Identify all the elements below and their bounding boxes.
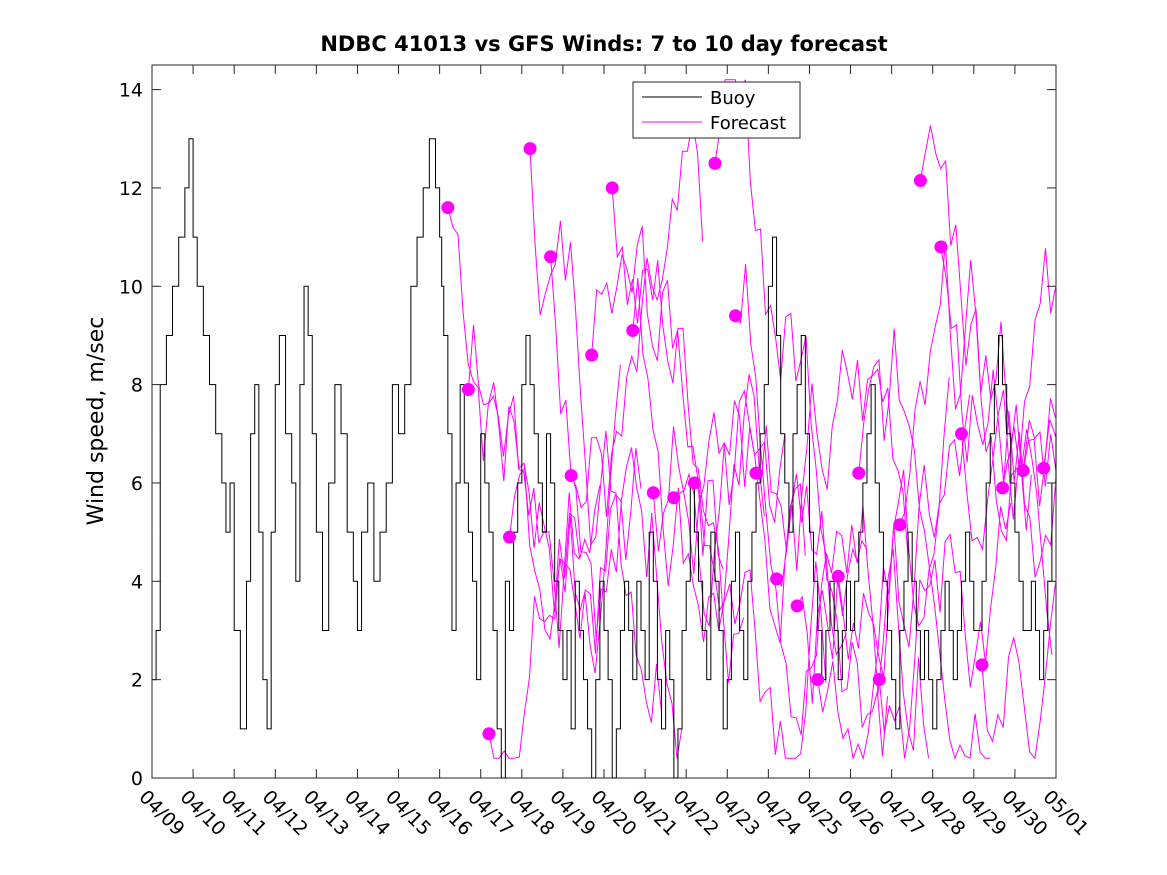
y-tick-label: 8 <box>131 375 143 397</box>
forecast-start-point <box>975 658 989 672</box>
x-tick-label: 04/21 <box>628 786 682 840</box>
forecast-start-markers <box>441 142 1051 741</box>
y-tick-label: 2 <box>131 670 143 692</box>
buoy-series <box>152 138 1057 779</box>
y-tick-label: 14 <box>119 80 143 102</box>
forecast-start-point <box>852 466 866 480</box>
forecast-start-point <box>585 348 599 362</box>
forecast-run-line <box>776 349 909 588</box>
legend-box <box>632 81 801 139</box>
forecast-start-point <box>441 201 455 215</box>
forecast-run-line <box>1022 398 1057 507</box>
legend[interactable]: Buoy Forecast <box>632 81 801 139</box>
x-tick-label: 04/27 <box>874 786 928 840</box>
forecast-start-point <box>687 476 701 490</box>
y-axis: 0 2 4 6 8 10 12 14 <box>119 80 1056 790</box>
forecast-run-line <box>1043 419 1057 469</box>
forecast-run-line <box>488 364 621 759</box>
x-tick-label: 04/16 <box>422 786 476 840</box>
y-tick-label: 0 <box>131 768 143 790</box>
x-tick-label: 04/14 <box>340 786 394 840</box>
forecast-run-line <box>735 264 868 735</box>
plot-frame <box>151 64 1057 779</box>
x-tick-label: 04/11 <box>217 786 271 840</box>
forecast-run-line <box>919 125 1053 655</box>
forecast-start-point <box>605 181 619 195</box>
forecast-start-point <box>461 383 475 397</box>
x-tick-label: 04/18 <box>504 786 558 840</box>
forecast-run-line <box>693 482 827 759</box>
x-tick-label: 04/25 <box>792 786 846 840</box>
forecast-run-line <box>755 425 888 757</box>
forecast-run-line <box>899 241 1032 531</box>
forecast-start-point <box>1016 464 1030 478</box>
forecast-start-point <box>872 673 886 687</box>
x-tick-label: 04/09 <box>134 786 188 840</box>
forecast-start-point <box>708 156 722 170</box>
forecast-run-line <box>632 278 765 643</box>
y-tick-label: 12 <box>119 178 143 200</box>
y-tick-label: 4 <box>131 571 143 593</box>
x-tick-label: 04/12 <box>258 786 312 840</box>
x-tick-label: 04/24 <box>751 786 805 840</box>
forecast-start-point <box>728 309 742 323</box>
x-tick-label: 04/23 <box>710 786 764 840</box>
x-tick-label: 04/29 <box>956 786 1010 840</box>
forecast-run-line <box>611 187 745 683</box>
forecast-run-line <box>467 324 601 613</box>
x-tick-label: 04/10 <box>176 786 230 840</box>
buoy-line <box>152 138 1057 779</box>
forecast-start-point <box>790 599 804 613</box>
forecast-start-point <box>482 727 496 741</box>
forecast-run-line <box>591 226 724 570</box>
plot-area <box>151 64 1057 779</box>
x-tick-label: 04/22 <box>669 786 723 840</box>
forecast-start-point <box>564 469 578 483</box>
forecast-start-point <box>1037 461 1051 475</box>
y-tick-label: 10 <box>119 276 143 298</box>
x-tick-label: 04/28 <box>915 786 969 840</box>
forecast-run-line <box>652 389 786 575</box>
forecast-start-point <box>913 174 927 188</box>
x-tick-label: 05/01 <box>1038 786 1092 840</box>
forecast-start-point <box>811 673 825 687</box>
forecast-start-point <box>996 481 1010 495</box>
forecast-run-line <box>673 400 806 644</box>
forecast-start-point <box>523 142 537 156</box>
x-tick-label: 04/15 <box>381 786 435 840</box>
x-tick-label: 04/17 <box>463 786 517 840</box>
x-tick-label: 04/20 <box>586 786 640 840</box>
forecast-start-point <box>831 569 845 583</box>
y-tick-label: 6 <box>131 473 143 495</box>
forecast-start-point <box>626 324 640 338</box>
forecast-start-point <box>934 240 948 254</box>
forecast-run-line <box>570 120 704 518</box>
forecast-start-point <box>667 491 681 505</box>
forecast-start-point <box>544 250 558 264</box>
forecast-run-line <box>940 246 1057 578</box>
forecast-start-point <box>502 530 516 544</box>
forecast-start-point <box>749 466 763 480</box>
forecast-run-line <box>981 578 1057 760</box>
forecast-start-point <box>893 518 907 532</box>
x-tick-label: 04/19 <box>545 786 599 840</box>
legend-buoy-label: Buoy <box>710 88 756 109</box>
forecast-start-point <box>770 572 784 586</box>
forecast-run-line <box>961 248 1057 552</box>
forecast-start-point <box>646 486 660 500</box>
forecast-start-point <box>954 427 968 441</box>
x-tick-label: 04/30 <box>997 786 1051 840</box>
x-tick-label: 04/13 <box>299 786 353 840</box>
forecast-run-line <box>858 328 991 760</box>
y-axis-label: Wind speed, m/sec <box>84 317 109 526</box>
forecast-run-line <box>878 503 1012 759</box>
chart-title: NDBC 41013 vs GFS Winds: 7 to 10 day for… <box>320 32 887 56</box>
x-tick-label: 04/26 <box>833 786 887 840</box>
legend-forecast-label: Forecast <box>710 113 786 134</box>
